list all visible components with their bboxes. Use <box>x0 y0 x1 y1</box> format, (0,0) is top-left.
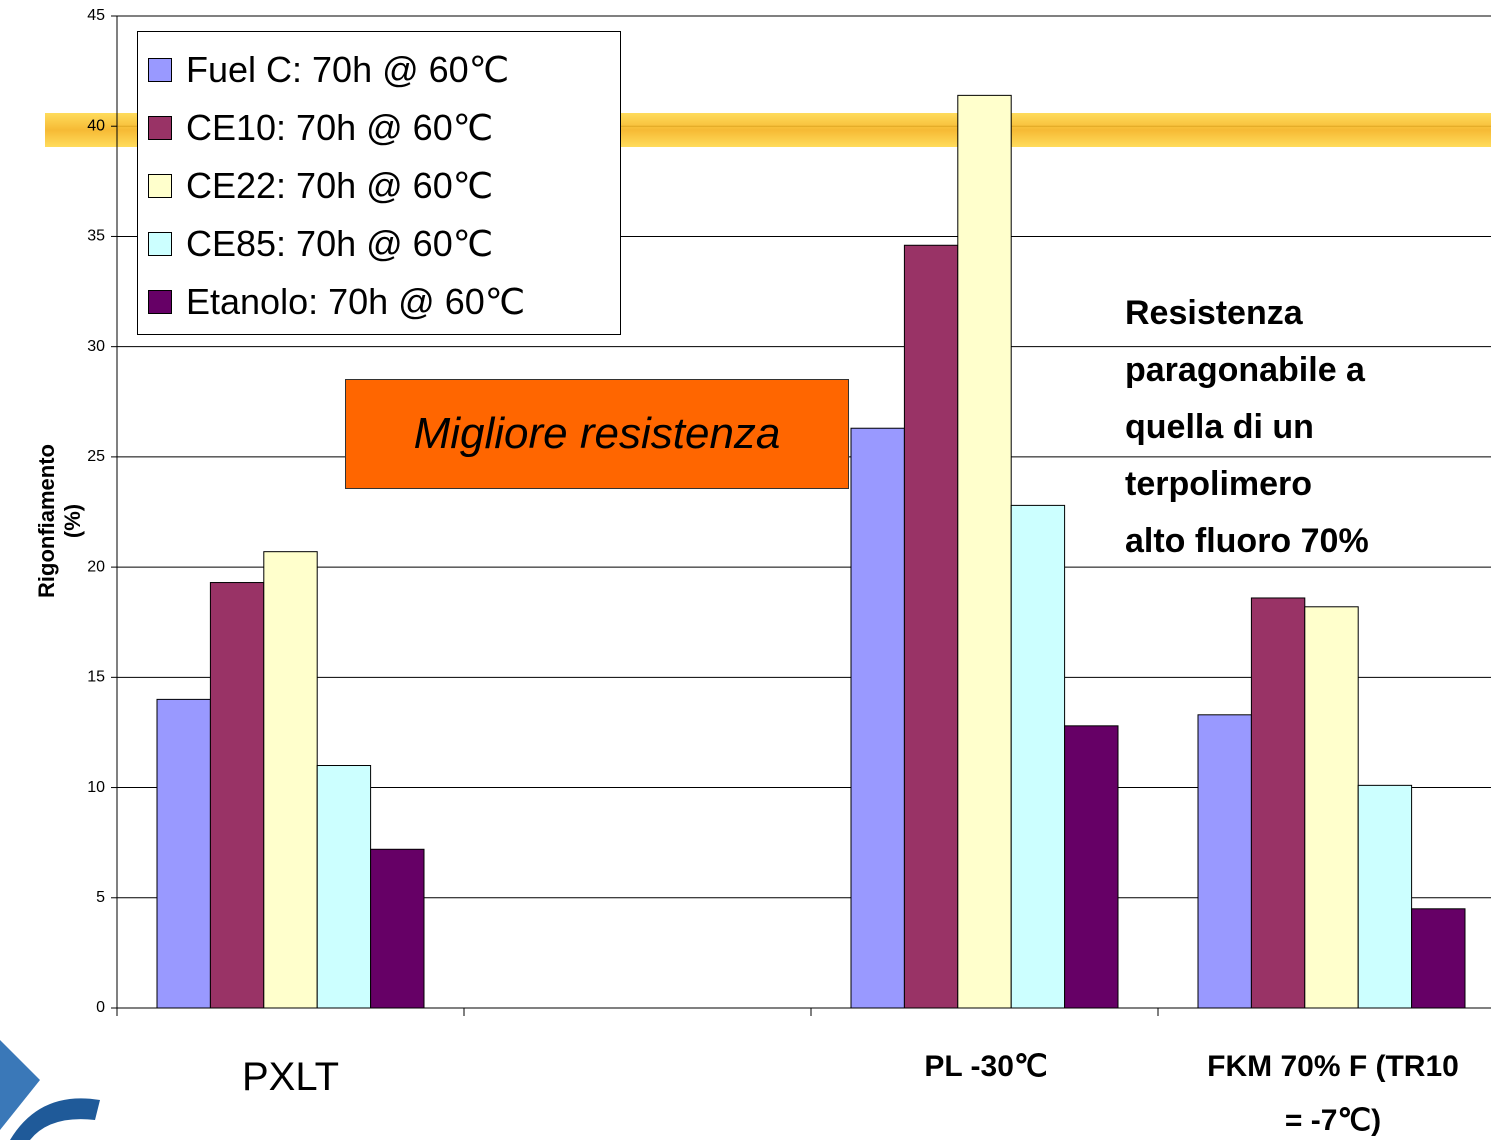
legend-item: CE10: 70h @ 60℃ <box>148 99 620 157</box>
y-tick-label: 45 <box>87 7 105 24</box>
y-tick-label: 0 <box>96 999 105 1016</box>
x-tick-label: FKM 70% F (TR10 = -7℃) <box>1207 1050 1459 1137</box>
y-tick-label: 5 <box>96 889 105 906</box>
annotation-note: Resistenza paragonabile a quella di un terp… <box>1125 285 1369 570</box>
annotation-line: Resistenza <box>1125 294 1303 332</box>
y-axis-label: Rigonfiamento (%) <box>34 444 85 598</box>
bar <box>263 551 318 1009</box>
bar <box>1010 504 1066 1009</box>
legend-label: CE85: 70h @ 60℃ <box>186 223 494 264</box>
bar <box>209 582 265 1009</box>
annotation-line: terpolimero <box>1125 465 1313 503</box>
y-tick-label: 20 <box>87 558 105 575</box>
legend: Fuel C: 70h @ 60℃ CE10: 70h @ 60℃ CE22: 70… <box>137 31 621 335</box>
x-tick-label: PXLT <box>241 1055 340 1099</box>
y-tick-label: 40 <box>87 117 105 134</box>
legend-swatch <box>148 116 172 140</box>
legend-label: Etanolo: 70h @ 60℃ <box>186 281 526 322</box>
logo <box>0 1040 100 1140</box>
legend-item: CE22: 70h @ 60℃ <box>148 157 620 215</box>
bar <box>156 698 211 1009</box>
legend-item: Fuel C: 70h @ 60℃ <box>148 41 620 99</box>
y-tick-label: 15 <box>87 669 105 686</box>
x-tick-label: PL -30℃ <box>924 1050 1048 1083</box>
legend-item: CE85: 70h @ 60℃ <box>148 215 620 273</box>
bar <box>1197 714 1252 1009</box>
bar <box>1411 908 1466 1009</box>
bar <box>316 765 372 1009</box>
bar <box>1304 606 1359 1009</box>
annotation-line: paragonabile a <box>1125 351 1365 389</box>
legend-swatch <box>148 58 172 82</box>
legend-item: Etanolo: 70h @ 60℃ <box>148 273 620 331</box>
bar <box>1064 725 1119 1009</box>
y-tick-label: 35 <box>87 228 105 245</box>
legend-label: Fuel C: 70h @ 60℃ <box>186 49 510 90</box>
legend-swatch <box>148 232 172 256</box>
bar <box>370 848 425 1009</box>
y-tick-label: 30 <box>87 338 105 355</box>
bar <box>903 244 959 1009</box>
legend-label: CE22: 70h @ 60℃ <box>186 165 494 206</box>
y-tick-label: 25 <box>87 448 105 465</box>
annotation-box: Migliore resistenza <box>345 379 849 489</box>
annotation-line: quella di un <box>1125 408 1314 446</box>
legend-label: CE10: 70h @ 60℃ <box>186 107 494 148</box>
bar <box>1250 597 1306 1009</box>
annotation-text: Migliore resistenza <box>413 409 781 458</box>
legend-swatch <box>148 290 172 314</box>
legend-swatch <box>148 174 172 198</box>
y-tick-label: 10 <box>87 779 105 796</box>
bar <box>957 94 1012 1009</box>
bar <box>850 427 905 1009</box>
bar <box>1357 784 1413 1009</box>
annotation-line: alto fluoro 70% <box>1125 522 1369 560</box>
